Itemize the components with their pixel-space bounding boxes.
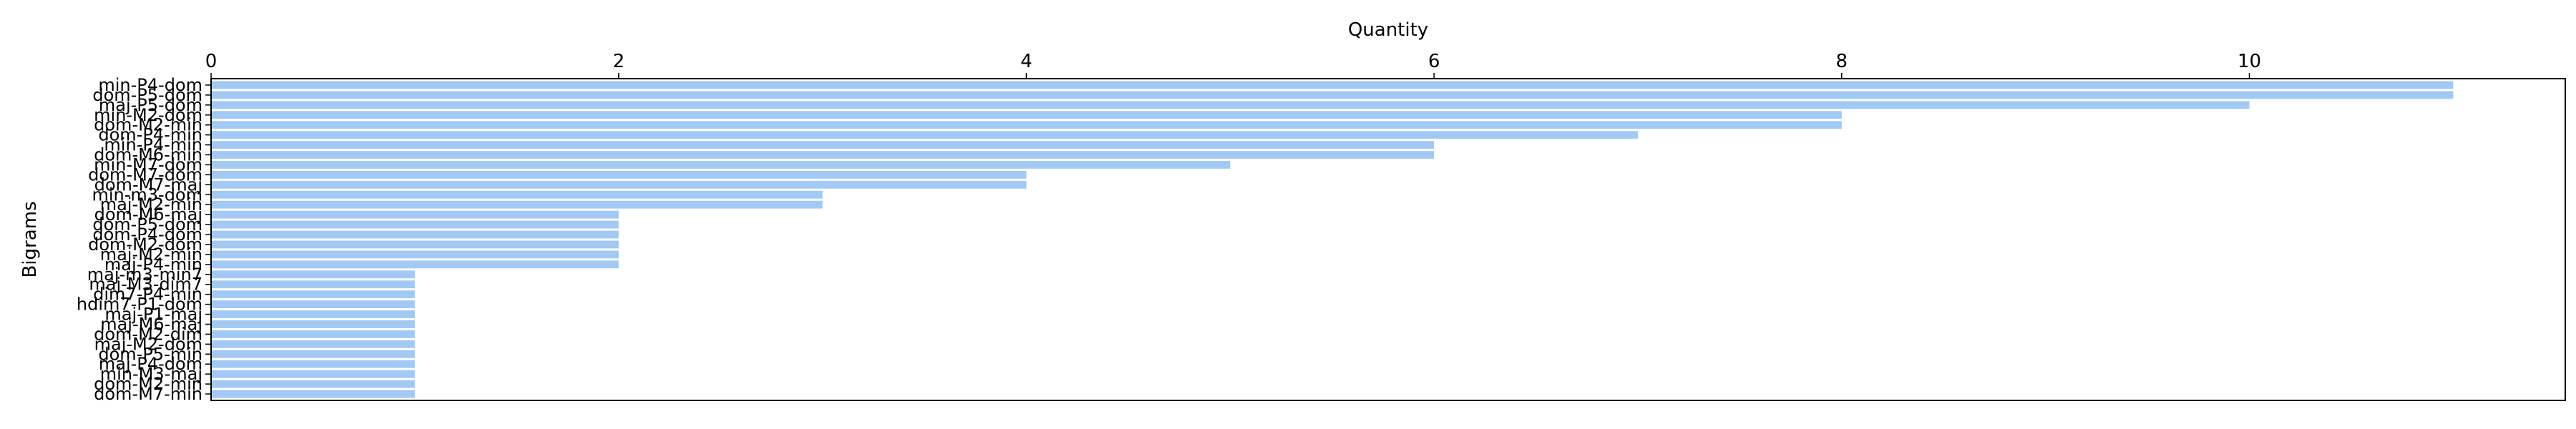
y-tick-label: min-m3-dom <box>92 184 203 204</box>
y-tick-label: dom-M7-maj <box>94 174 203 194</box>
bar-14 <box>211 220 619 229</box>
bar-4 <box>211 121 1842 129</box>
y-tick-label: min-M2-dom <box>94 105 203 125</box>
bar-22 <box>211 300 415 309</box>
y-tick-label: dom-M6-min <box>94 145 203 165</box>
bar-3 <box>211 111 1842 119</box>
bar-13 <box>211 210 619 219</box>
y-tick-label: maj-M2-min <box>100 245 203 265</box>
y-tick-label: min-P4-min <box>104 135 203 155</box>
y-tick-label: dom-M6-maj <box>94 204 203 225</box>
y-tick-label: dom-M2-dim <box>94 324 203 344</box>
bar-27 <box>211 350 415 358</box>
bar-15 <box>211 230 619 239</box>
y-tick-label: dom-P5-dom <box>92 85 203 105</box>
x-axis-ticks: 0 2 4 6 8 10 <box>205 51 2261 79</box>
y-tick-label: dim7-P4-min <box>93 285 203 305</box>
y-tick-label: dom-P4-min <box>98 125 203 145</box>
bar-16 <box>211 240 619 249</box>
bar-23 <box>211 310 415 318</box>
y-tick-label: dom-P5-dom <box>92 214 203 235</box>
bars-group <box>211 81 2454 398</box>
bar-1 <box>211 91 2454 99</box>
x-tick-label: 4 <box>1020 51 1033 72</box>
bar-19 <box>211 270 415 279</box>
bar-8 <box>211 161 1231 169</box>
y-tick-label: maj-M3-dim7 <box>89 275 203 295</box>
bar-29 <box>211 370 415 378</box>
bar-11 <box>211 190 823 199</box>
y-tick-label: dom-M2-min <box>94 374 203 394</box>
bar-0 <box>211 81 2454 89</box>
y-tick-label: maj-M2-min <box>100 194 203 214</box>
bar-6 <box>211 141 1435 149</box>
bar-10 <box>211 180 1027 189</box>
y-tick-label: maj-P5-dom <box>99 95 203 115</box>
y-tick-label: maj-P4-min <box>104 255 203 275</box>
bar-20 <box>211 280 415 289</box>
y-axis-label: Bigrams <box>19 201 41 277</box>
x-tick-label: 6 <box>1428 51 1440 72</box>
bar-24 <box>211 320 415 328</box>
plot-frame <box>210 78 2566 401</box>
bar-30 <box>211 380 415 388</box>
y-tick-label: maj-M6-maj <box>100 314 203 334</box>
y-tick-label: dom-M2-dom <box>88 235 203 255</box>
y-tick-label: dom-P5-min <box>98 344 203 364</box>
y-tick-label: min-M3-maj <box>100 364 203 384</box>
bar-31 <box>211 390 415 398</box>
bar-9 <box>211 170 1027 179</box>
y-tick-label: maj-m3-min7 <box>87 265 203 285</box>
bar-21 <box>211 290 415 299</box>
x-tick-label: 8 <box>1836 51 1848 72</box>
y-tick-label: maj-P4-dom <box>99 354 203 374</box>
x-axis-label: Quantity <box>1348 19 1428 41</box>
bar-2 <box>211 101 2250 109</box>
x-tick-label: 0 <box>205 51 218 72</box>
y-tick-label: maj-P1-maj <box>104 305 203 325</box>
y-tick-label: dom-M7-dom <box>88 164 203 184</box>
y-tick-label: dom-M7-min <box>94 384 203 404</box>
x-tick-label: 10 <box>2238 51 2261 72</box>
bar-28 <box>211 360 415 368</box>
y-tick-label: dom-M2-min <box>94 115 203 135</box>
bar-17 <box>211 250 619 259</box>
y-tick-label: dom-P4-dom <box>92 225 203 245</box>
y-tick-label: min-P4-dom <box>98 75 203 95</box>
bar-26 <box>211 340 415 348</box>
y-tick-label: maj-M2-dom <box>94 334 203 354</box>
bar-5 <box>211 131 1638 139</box>
bar-18 <box>211 260 619 269</box>
y-tick-label: min-M7-dom <box>94 154 203 174</box>
y-tick-label: hdim7-P1-dom <box>77 295 203 315</box>
y-axis-ticks: min-P4-domdom-P5-dommaj-P5-dommin-M2-dom… <box>77 75 211 404</box>
bar-25 <box>211 330 415 338</box>
x-tick-label: 2 <box>613 51 625 72</box>
bar-12 <box>211 200 823 209</box>
bar-7 <box>211 151 1435 159</box>
